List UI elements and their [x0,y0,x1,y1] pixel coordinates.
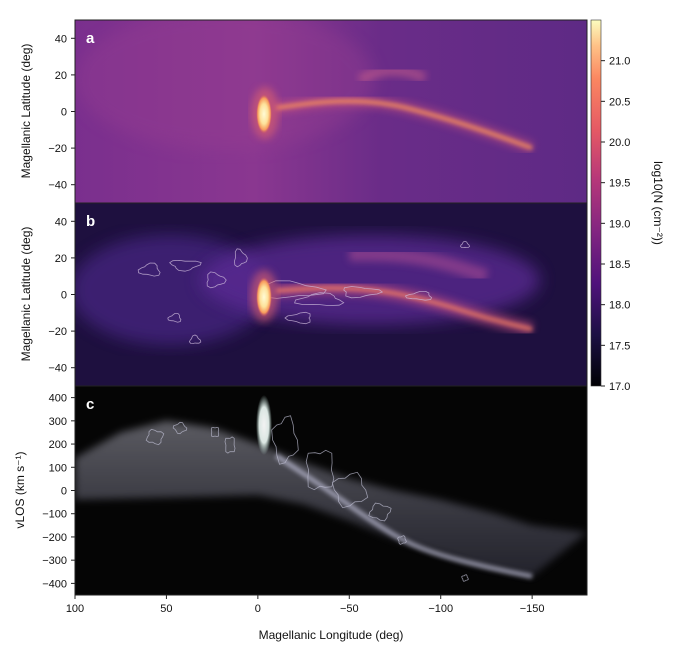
contour-loop [461,574,469,582]
panel-a-ylabel: Magellanic Latitude (deg) [19,44,33,179]
contour-loop [294,292,345,307]
contour-loop [305,449,335,491]
ytick-label: −20 [48,326,67,338]
contour-loop [368,502,392,522]
colorbar-ticks: 17.0 17.5 18.0 18.5 19.0 19.5 20.0 20.5 21.0 [601,56,630,393]
xtick-label: 0 [255,603,261,615]
contour-loop [343,286,384,299]
xtick-label: 100 [66,603,84,615]
panel-c-ylabel: vLOS (km s⁻¹) [13,451,27,528]
colorbar-tick-label: 20.0 [609,137,630,149]
xtick-label: −150 [520,603,545,615]
panel-c-contours [145,415,469,582]
ytick-label: 100 [49,462,67,474]
ytick-label: 20 [55,253,67,265]
contour-loop [271,415,299,465]
colorbar-tick-label: 17.0 [609,381,630,393]
panel-a-glow [75,20,375,150]
ytick-label: 40 [55,33,67,45]
panel-b-stream [275,286,533,332]
panel-c-yticks: 400 300 200 100 0 −100 −200 −300 −400 [42,393,75,590]
panel-c-envelope [75,420,587,577]
panel-a-clouds-core [256,94,272,134]
colorbar-gradient [590,19,602,387]
colorbar-tick-label: 18.0 [609,300,630,312]
panel-b: b Magellanic Latitude (deg) 40 20 0 −20 −40 [19,202,588,387]
colorbar-tick-label: 20.5 [609,96,630,108]
ytick-label: 20 [55,70,67,82]
ytick-label: 0 [61,290,67,302]
ytick-label: 0 [61,107,67,119]
panel-c-clouds [256,395,272,455]
colorbar-tick-label: 21.0 [609,56,630,68]
xtick-label: −50 [340,603,359,615]
panel-b-upper-arm [349,247,489,283]
ytick-label: −400 [42,578,67,590]
contour-loop [137,262,161,277]
contour-loop [188,334,202,344]
colorbar-tick-label: 19.5 [609,178,630,190]
x-axis: 100 50 0 −50 −100 −150 [66,595,545,615]
panel-a-yticks: 40 20 0 −20 −40 [48,33,75,192]
contour-loop [460,240,471,248]
ytick-label: −20 [48,143,67,155]
contour-loop [167,313,182,323]
xtick-label: 50 [160,603,172,615]
panel-c-stream [274,453,533,579]
contour-loop [145,428,165,446]
contour-loop [206,271,227,289]
panel-b-yticks: 40 20 0 −20 −40 [48,216,75,375]
colorbar-tick-label: 19.0 [609,218,630,230]
ytick-label: 40 [55,216,67,228]
contour-loop [404,291,433,301]
panel-b-label: b [86,213,95,230]
panel-a-label: a [86,30,95,47]
colorbar: 17.0 17.5 18.0 18.5 19.0 19.5 20.0 20.5 21.0 log… [590,19,665,393]
panel-a-stream [275,99,533,150]
contour-loop [210,426,220,438]
panel-c: c vLOS (km s⁻¹) 400 300 200 100 0 −100 −200 −30… [13,385,588,596]
ytick-label: −200 [42,532,67,544]
panel-a: a Magellanic Latitude (deg) 40 20 0 −20 −40 [19,19,588,204]
ytick-label: 200 [49,439,67,451]
contour-loop [284,311,311,325]
panel-b-ylabel: Magellanic Latitude (deg) [19,227,33,362]
colorbar-label: log10(N (cm⁻²)) [651,161,665,245]
contour-loop [234,248,248,268]
xtick-label: −100 [428,603,453,615]
colorbar-tick-label: 18.5 [609,259,630,271]
ytick-label: −100 [42,509,67,521]
ytick-label: −40 [48,363,67,375]
ytick-label: 300 [49,416,67,428]
contour-loop [224,436,236,454]
x-axis-label: Magellanic Longitude (deg) [259,628,404,642]
ytick-label: −300 [42,555,67,567]
panel-a-secondary-arm [357,65,428,85]
ytick-label: −40 [48,180,67,192]
contour-loop [172,421,188,435]
panel-b-clouds-core [256,277,272,317]
ytick-label: 400 [49,393,67,405]
contour-loop [169,259,202,272]
panel-b-contours [137,240,471,344]
ytick-label: 0 [61,486,67,498]
colorbar-tick-label: 17.5 [609,340,630,352]
contour-loop [331,471,369,509]
panel-c-label: c [86,396,94,413]
contour-loop [397,535,407,545]
